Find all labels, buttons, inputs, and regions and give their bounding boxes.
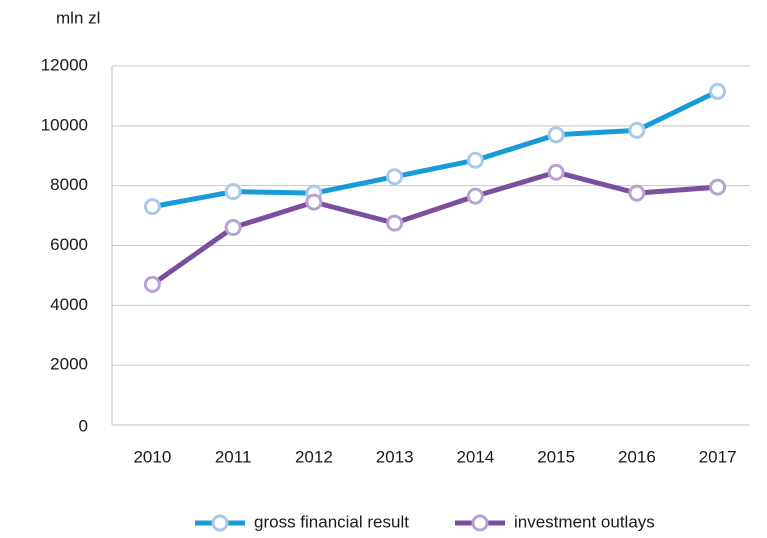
- point-marker: [628, 121, 646, 139]
- x-tick-label: 2014: [456, 447, 494, 466]
- point-marker: [466, 187, 484, 205]
- point-marker: [628, 184, 646, 202]
- point-marker: [709, 178, 727, 196]
- point-marker: [224, 219, 242, 237]
- x-tick-label: 2016: [618, 447, 656, 466]
- point-marker: [143, 198, 161, 216]
- point-marker: [386, 214, 404, 232]
- x-tick-label: 2010: [133, 447, 171, 466]
- x-tick-label: 2015: [537, 447, 575, 466]
- point-marker: [143, 275, 161, 293]
- x-tick-label: 2012: [295, 447, 333, 466]
- point-marker: [305, 193, 323, 211]
- point-marker: [224, 183, 242, 201]
- legend-label: investment outlays: [514, 512, 655, 531]
- y-tick-label: 0: [79, 416, 88, 435]
- series-line: [151, 89, 719, 210]
- y-tick-label: 6000: [50, 235, 88, 254]
- point-marker: [386, 168, 404, 186]
- legend-marker: [211, 514, 229, 532]
- y-tick-label: 8000: [50, 175, 88, 194]
- x-tick-label: 2017: [699, 447, 737, 466]
- y-tick-label: 10000: [41, 115, 88, 134]
- y-tick-label: 4000: [50, 295, 88, 314]
- y-tick-label: 2000: [50, 355, 88, 374]
- point-marker: [547, 163, 565, 181]
- point-marker: [466, 151, 484, 169]
- legend-marker: [471, 514, 489, 532]
- y-tick-label: 12000: [41, 55, 88, 74]
- series-line: [150, 169, 718, 287]
- x-tick-label: 2013: [376, 447, 414, 466]
- legend-label: gross financial result: [254, 512, 409, 531]
- x-tick-label: 2011: [215, 447, 252, 466]
- point-marker: [709, 82, 727, 100]
- point-marker: [547, 126, 565, 144]
- y-axis-label: mln zl: [56, 8, 100, 27]
